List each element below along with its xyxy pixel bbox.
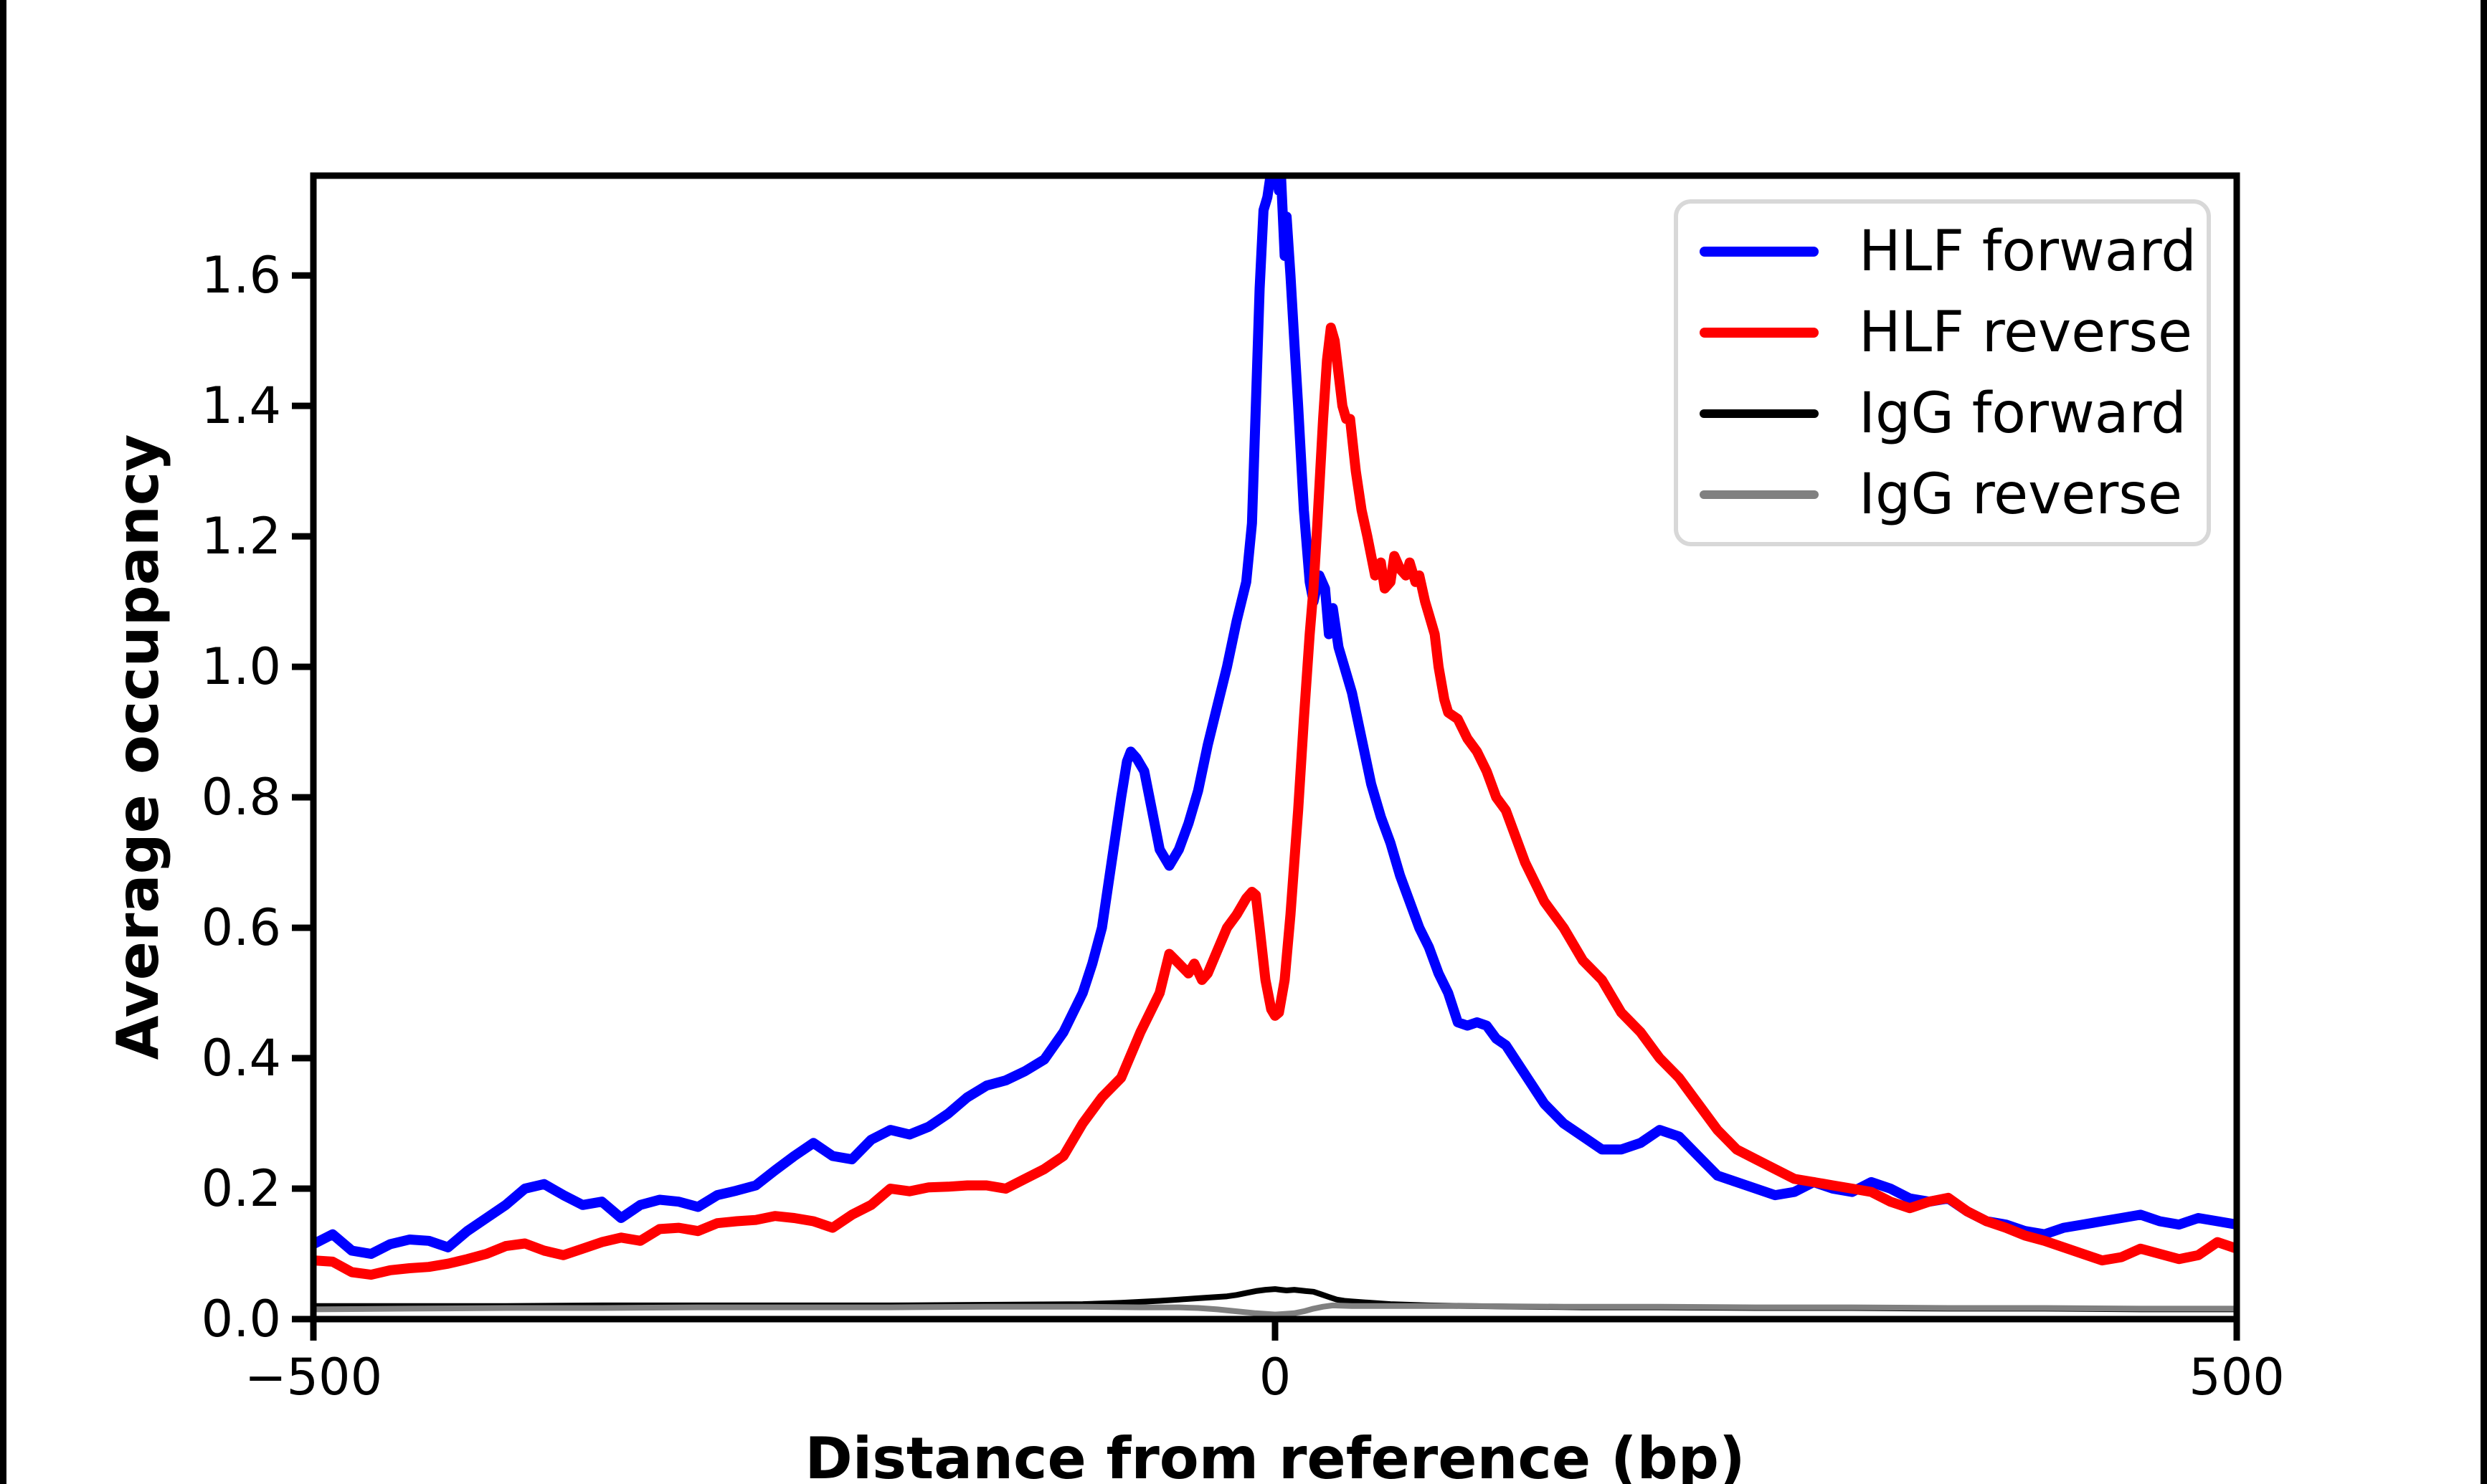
legend-entry-hlf-forward: HLF forward — [1678, 211, 2207, 292]
y-tick-label: 1.0 — [201, 637, 281, 697]
legend-entry-hlf-reverse: HLF reverse — [1678, 292, 2207, 373]
y-tick-label: 1.4 — [201, 376, 281, 436]
x-axis-label: Distance from reference (bp) — [805, 1425, 1745, 1484]
y-axis-label: Average occupancy — [105, 434, 171, 1060]
legend-line-sample-icon — [1700, 490, 1819, 499]
y-tick-label: 0.8 — [201, 768, 281, 827]
legend: HLF forward HLF reverse IgG forward IgG … — [1674, 199, 2211, 546]
legend-label: HLF reverse — [1859, 300, 2192, 365]
legend-label: IgG reverse — [1859, 462, 2182, 527]
legend-entry-igg-reverse: IgG reverse — [1678, 454, 2207, 535]
screen-edge-strip-right — [2481, 0, 2487, 1484]
series-line-hlf-forward — [313, 176, 2237, 1259]
y-tick-label: 0.0 — [201, 1290, 281, 1349]
series-line-igg-reverse — [313, 1302, 2237, 1318]
x-tick-label: −500 — [244, 1348, 383, 1407]
y-tick-label: 0.6 — [201, 898, 281, 958]
legend-entry-igg-forward: IgG forward — [1678, 373, 2207, 454]
legend-line-sample-icon — [1700, 409, 1819, 418]
legend-label: IgG forward — [1859, 381, 2187, 446]
x-tick-label: 500 — [2189, 1348, 2285, 1407]
x-tick-label: 0 — [1259, 1348, 1292, 1407]
legend-line-sample-icon — [1700, 246, 1819, 257]
series-line-hlf-reverse — [313, 323, 2237, 1280]
y-tick-label: 1.6 — [201, 246, 281, 305]
legend-label: HLF forward — [1859, 219, 2197, 284]
legend-line-sample-icon — [1700, 327, 1819, 338]
screen-edge-strip-left — [0, 0, 6, 1484]
y-tick-label: 0.4 — [201, 1029, 281, 1088]
y-tick-label: 1.2 — [201, 507, 281, 566]
y-tick-label: 0.2 — [201, 1159, 281, 1219]
